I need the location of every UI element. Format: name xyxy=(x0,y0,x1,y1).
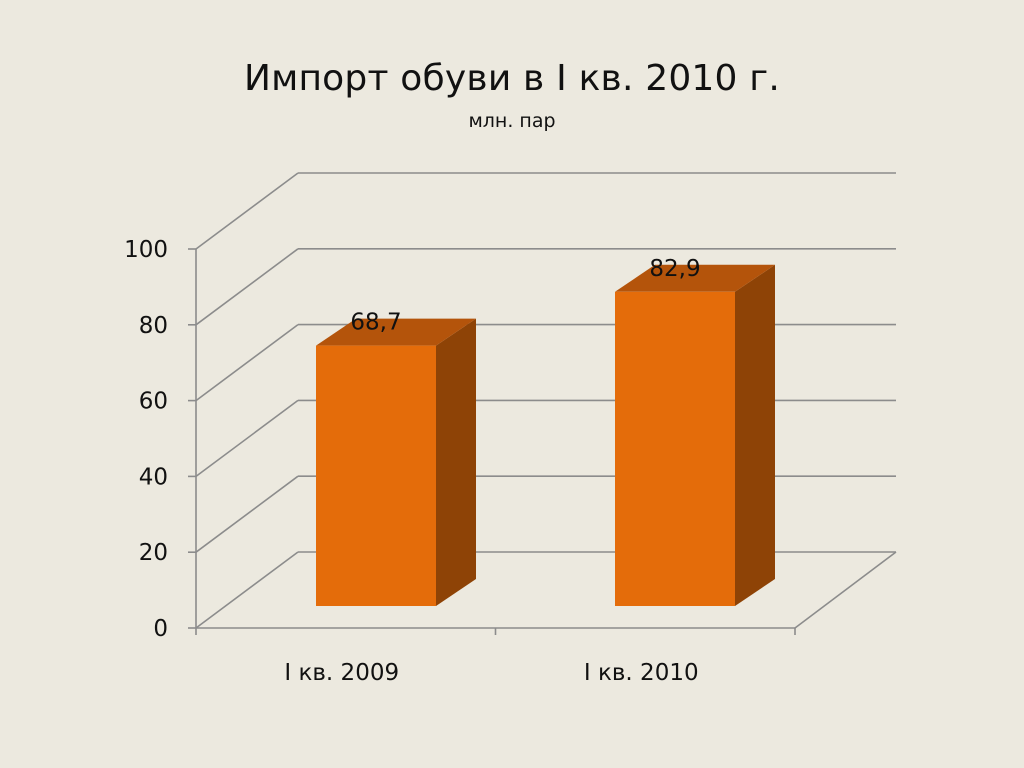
y-tick-label: 80 xyxy=(139,313,168,339)
bar-2 xyxy=(615,264,775,606)
bar-front-face xyxy=(316,345,436,606)
bars xyxy=(316,264,775,606)
y-tick-label: 40 xyxy=(139,464,168,490)
labels: 0 20 40 60 80 100 I кв. 2009 I кв. 2010 68,7 82,9 xyxy=(124,237,701,686)
gridline-side xyxy=(195,323,299,402)
data-label: 68,7 xyxy=(350,310,401,336)
bar-side-face xyxy=(436,318,476,606)
y-tick-label: 100 xyxy=(124,237,168,263)
gridline-side xyxy=(195,551,299,629)
gridline-side xyxy=(195,399,299,478)
bar-front-face xyxy=(615,291,735,606)
data-label: 82,9 xyxy=(649,256,700,282)
floor-edge xyxy=(794,551,897,629)
y-tick-label: 60 xyxy=(139,389,168,415)
bar-side-face xyxy=(735,264,775,606)
x-category-label: I кв. 2009 xyxy=(284,660,399,686)
bar-top-face xyxy=(316,318,476,346)
gridline-side xyxy=(195,248,299,326)
gridline-side xyxy=(195,172,299,250)
gridlines xyxy=(195,172,897,629)
chart-title: Импорт обуви в I кв. 2010 г. xyxy=(243,58,781,99)
bar-top-face xyxy=(615,264,775,292)
y-tick-label: 20 xyxy=(139,540,168,566)
y-tick-label: 0 xyxy=(153,616,168,642)
bar-1 xyxy=(316,318,476,606)
x-category-label: I кв. 2010 xyxy=(584,660,699,686)
chart-subtitle: млн. пар xyxy=(468,110,556,132)
gridline-side xyxy=(195,475,299,553)
axes xyxy=(188,248,796,635)
